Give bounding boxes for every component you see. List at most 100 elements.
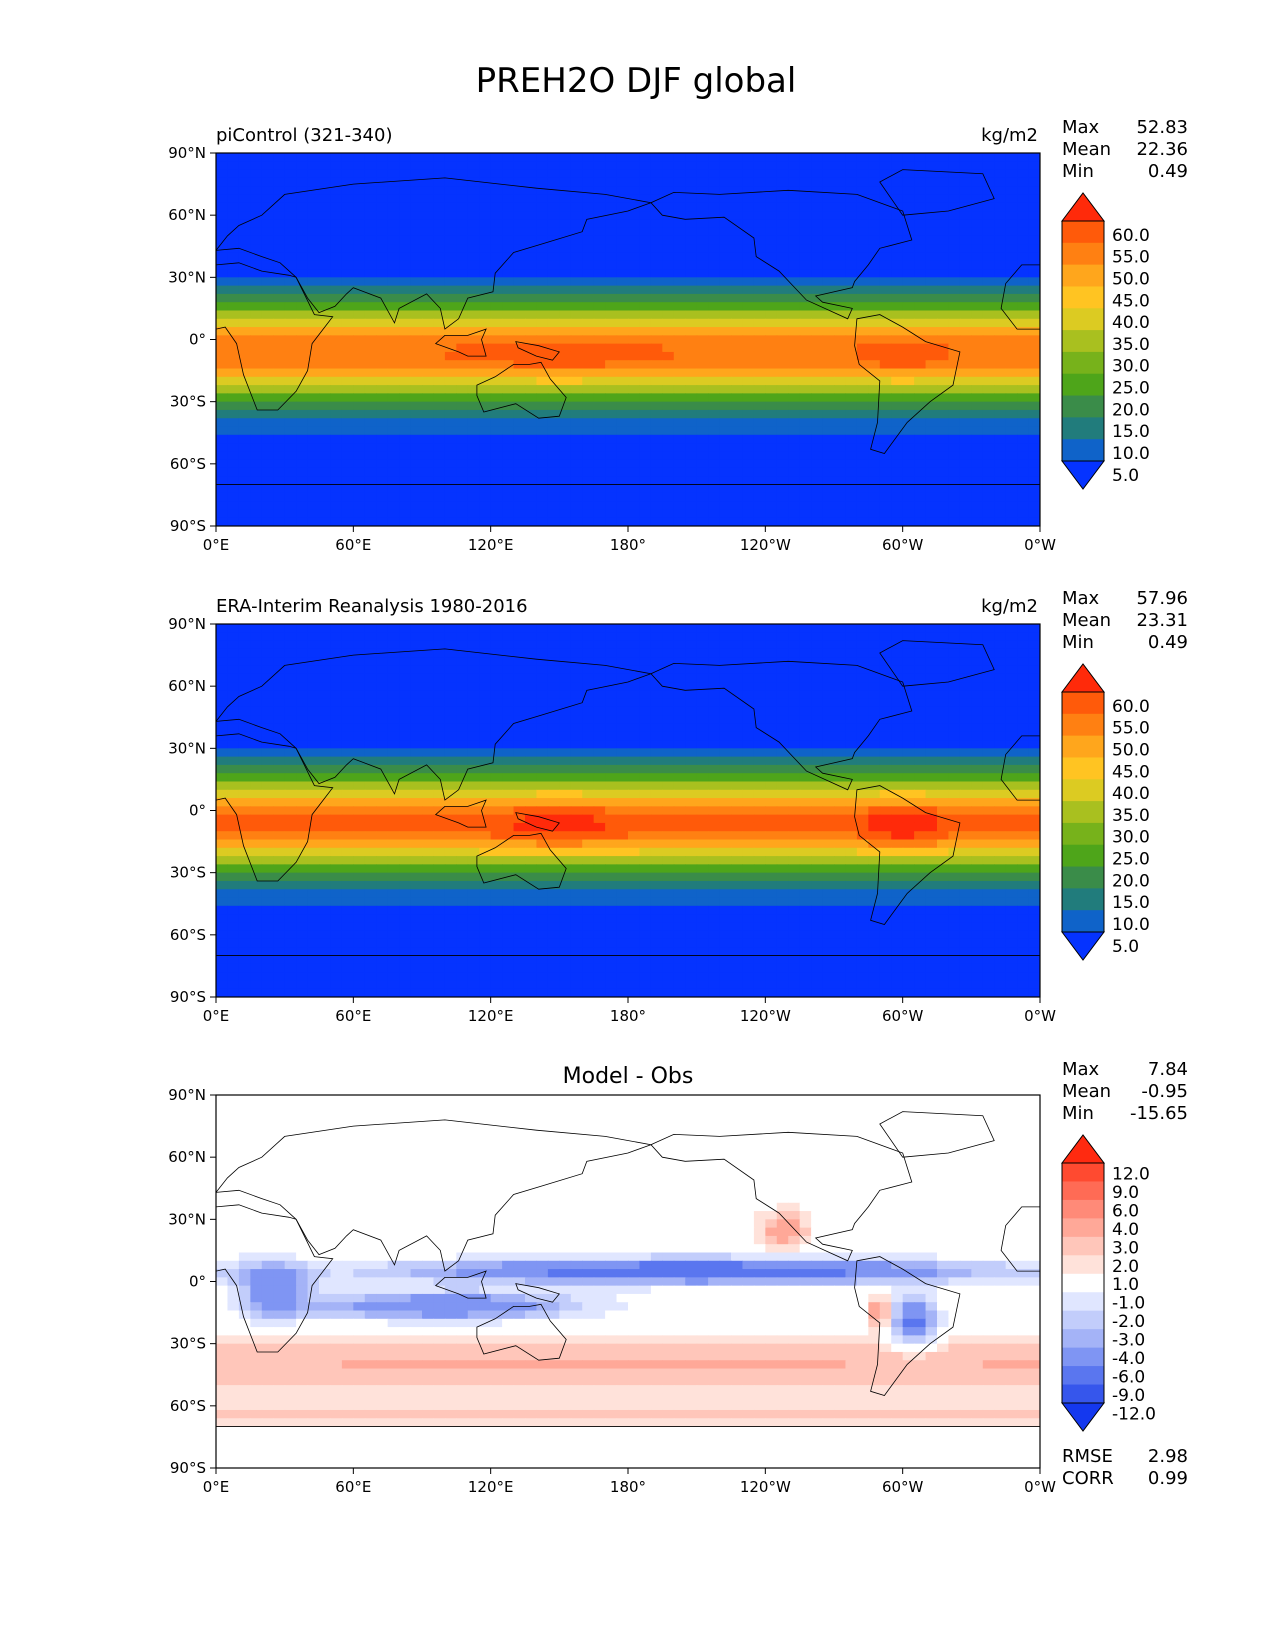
field-cell bbox=[868, 194, 881, 204]
field-cell bbox=[914, 227, 927, 237]
field-cell bbox=[456, 376, 469, 386]
field-cell bbox=[525, 764, 538, 774]
field-cell bbox=[467, 665, 480, 675]
field-cell bbox=[856, 509, 869, 519]
field-cell bbox=[250, 227, 263, 237]
field-cell bbox=[319, 657, 332, 667]
field-cell bbox=[582, 153, 595, 162]
field-cell bbox=[513, 806, 526, 816]
field-cell bbox=[879, 327, 892, 336]
field-cell bbox=[330, 285, 343, 295]
field-cell bbox=[376, 211, 389, 220]
field-cell bbox=[994, 351, 1007, 361]
field-cell bbox=[341, 161, 354, 171]
field-cell bbox=[834, 376, 847, 386]
field-cell bbox=[742, 177, 755, 187]
field-cell bbox=[605, 351, 618, 361]
field-cell bbox=[742, 293, 755, 303]
field-cell bbox=[765, 385, 778, 394]
field-cell bbox=[490, 327, 503, 336]
field-cell bbox=[422, 698, 435, 708]
field-cell bbox=[696, 706, 709, 716]
field-cell bbox=[261, 202, 274, 212]
field-cell bbox=[753, 756, 766, 766]
field-cell bbox=[353, 302, 366, 312]
field-cell bbox=[639, 161, 652, 171]
field-cell bbox=[971, 624, 984, 633]
field-cell bbox=[959, 764, 972, 774]
field-cell bbox=[238, 385, 251, 394]
field-cell bbox=[1017, 426, 1030, 436]
field-cell bbox=[925, 467, 938, 477]
field-cell bbox=[559, 665, 572, 675]
field-cell bbox=[925, 509, 938, 519]
field-cell bbox=[547, 434, 560, 444]
field-cell bbox=[765, 682, 778, 691]
field-cell bbox=[685, 409, 698, 419]
field-cell bbox=[811, 186, 824, 196]
field-cell bbox=[948, 351, 961, 361]
field-cell bbox=[250, 764, 263, 774]
field-cell bbox=[937, 310, 950, 320]
field-cell bbox=[536, 698, 549, 708]
field-cell bbox=[948, 260, 961, 270]
field-cell bbox=[364, 484, 377, 494]
field-cell bbox=[525, 302, 538, 312]
field-cell bbox=[753, 798, 766, 807]
field-cell bbox=[799, 798, 812, 807]
field-cell bbox=[639, 682, 652, 691]
field-cell bbox=[376, 459, 389, 469]
field-cell bbox=[456, 501, 469, 511]
field-cell bbox=[410, 401, 423, 411]
field-cell bbox=[834, 426, 847, 436]
field-cell bbox=[776, 624, 789, 633]
field-cell bbox=[914, 269, 927, 278]
field-cell bbox=[547, 509, 560, 519]
field-cell bbox=[834, 509, 847, 519]
field-cell bbox=[696, 624, 709, 633]
field-cell bbox=[364, 657, 377, 667]
field-cell bbox=[559, 781, 572, 791]
field-cell bbox=[685, 327, 698, 336]
field-cell bbox=[410, 740, 423, 749]
field-cell bbox=[742, 244, 755, 254]
field-cell bbox=[341, 756, 354, 766]
field-cell bbox=[891, 310, 904, 320]
field-cell bbox=[330, 632, 343, 642]
field-cell bbox=[731, 269, 744, 278]
field-cell bbox=[902, 492, 915, 502]
field-cell bbox=[822, 409, 835, 419]
field-cell bbox=[536, 467, 549, 477]
field-cell bbox=[273, 657, 286, 667]
field-cell bbox=[914, 211, 927, 220]
field-cell bbox=[399, 492, 412, 502]
field-cell bbox=[971, 781, 984, 791]
field-cell bbox=[765, 327, 778, 336]
field-cell bbox=[593, 665, 606, 675]
field-cell bbox=[799, 648, 812, 658]
field-cell bbox=[799, 756, 812, 766]
field-cell bbox=[376, 335, 389, 345]
field-cell bbox=[364, 227, 377, 237]
field-cell bbox=[696, 227, 709, 237]
field-cell bbox=[502, 343, 515, 353]
field-cell bbox=[490, 648, 503, 658]
field-cell bbox=[628, 368, 641, 378]
field-cell bbox=[444, 368, 457, 378]
field-cell bbox=[559, 310, 572, 320]
field-cell bbox=[330, 310, 343, 320]
field-cell bbox=[444, 351, 457, 361]
field-cell bbox=[261, 698, 274, 708]
field-cell bbox=[868, 467, 881, 477]
field-cell bbox=[376, 723, 389, 733]
field-cell bbox=[605, 731, 618, 741]
field-cell bbox=[433, 682, 446, 691]
field-cell bbox=[1017, 277, 1030, 287]
field-cell bbox=[639, 393, 652, 403]
field-cell bbox=[696, 764, 709, 774]
field-cell bbox=[628, 186, 641, 196]
field-cell bbox=[399, 293, 412, 303]
field-cell bbox=[250, 211, 263, 220]
field-cell bbox=[959, 376, 972, 386]
field-cell bbox=[696, 235, 709, 245]
